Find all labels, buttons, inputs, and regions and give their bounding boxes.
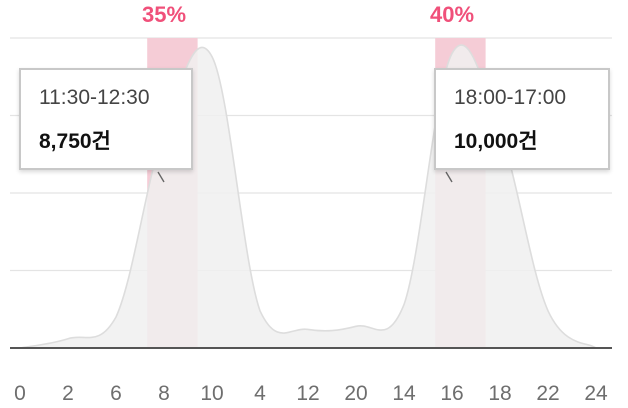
peak-percent-label: 35% — [142, 2, 186, 27]
x-axis-tick-labels: 0 2 6 8 10 4 12 20 14 16 18 22 24 — [14, 382, 608, 405]
x-tick-label: 6 — [110, 382, 122, 405]
x-tick-label: 8 — [158, 382, 170, 405]
tooltip-peak-1: 11:30-12:30 8,750건 — [19, 68, 193, 170]
x-tick-label: 14 — [392, 382, 416, 405]
x-tick-label: 4 — [254, 382, 266, 405]
x-tick-label: 20 — [344, 382, 367, 405]
x-tick-label: 10 — [200, 382, 223, 405]
x-tick-label: 0 — [14, 382, 26, 405]
tooltip-pointer — [157, 171, 165, 183]
tooltip-pointers — [157, 171, 453, 183]
peak-labels: 35% 40% — [142, 2, 474, 27]
tooltip-time: 11:30-12:30 — [39, 86, 150, 109]
tooltip-time: 18:00-17:00 — [454, 86, 567, 109]
x-tick-label: 2 — [62, 382, 74, 405]
x-tick-label: 22 — [536, 382, 559, 405]
tooltip-count: 8,750건 — [39, 130, 111, 153]
tooltip-pointer — [445, 171, 453, 183]
tooltip-count: 10,000건 — [454, 130, 538, 153]
tooltip-peak-2: 18:00-17:00 10,000건 — [434, 68, 610, 170]
x-tick-label: 18 — [488, 382, 511, 405]
peak-percent-label: 40% — [430, 2, 474, 27]
x-tick-label: 12 — [296, 382, 319, 405]
x-tick-label: 24 — [584, 382, 608, 405]
x-tick-label: 16 — [440, 382, 463, 405]
